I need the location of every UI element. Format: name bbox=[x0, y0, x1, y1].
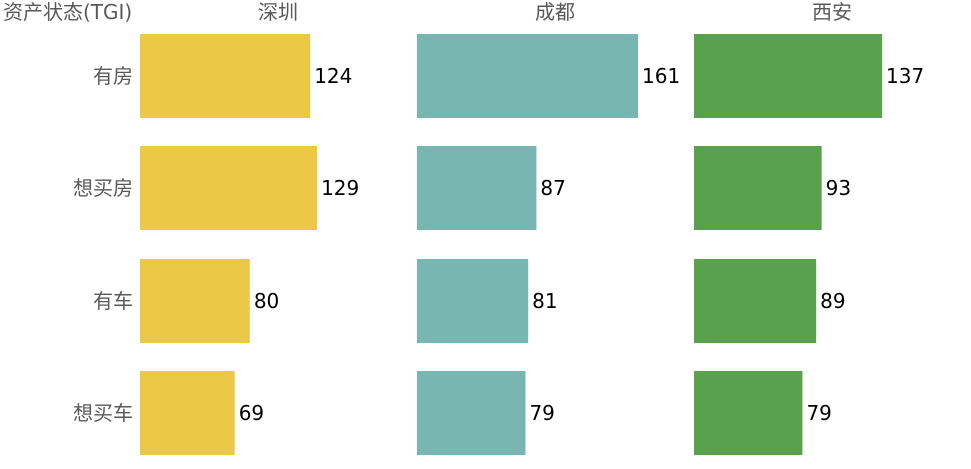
category-label: 想买车 bbox=[73, 401, 133, 425]
category-label: 有房 bbox=[93, 64, 133, 88]
bar bbox=[417, 371, 526, 455]
data-label: 93 bbox=[826, 176, 851, 200]
data-label: 129 bbox=[321, 176, 359, 200]
bar bbox=[140, 371, 235, 455]
category-label: 想买房 bbox=[73, 176, 133, 200]
bar bbox=[694, 259, 817, 343]
data-label: 69 bbox=[239, 401, 264, 425]
bar bbox=[140, 259, 250, 343]
data-label: 79 bbox=[806, 401, 831, 425]
series-header: 深圳 bbox=[258, 0, 298, 24]
data-label: 137 bbox=[886, 64, 924, 88]
bar bbox=[140, 34, 311, 118]
bar bbox=[694, 371, 803, 455]
bar bbox=[417, 259, 529, 343]
series-header: 成都 bbox=[535, 0, 575, 24]
bar bbox=[417, 146, 537, 230]
data-label: 80 bbox=[254, 289, 279, 313]
panel: 深圳 124 129 80 69 bbox=[140, 0, 359, 455]
panel: 成都 161 87 81 79 bbox=[417, 0, 680, 455]
chart-panels: 深圳 124 129 80 69 成都 161 87 81 79 西安 137 93 89 79 bbox=[140, 0, 924, 455]
data-label: 81 bbox=[532, 289, 557, 313]
data-label: 89 bbox=[820, 289, 845, 313]
data-label: 87 bbox=[540, 176, 565, 200]
series-header: 西安 bbox=[812, 0, 852, 24]
bar bbox=[694, 146, 822, 230]
data-label: 161 bbox=[642, 64, 680, 88]
bar bbox=[417, 34, 638, 118]
panel: 西安 137 93 89 79 bbox=[694, 0, 924, 455]
bar bbox=[694, 34, 883, 118]
bar bbox=[140, 146, 318, 230]
data-label: 124 bbox=[314, 64, 352, 88]
category-label: 有车 bbox=[93, 289, 133, 313]
data-label: 79 bbox=[529, 401, 554, 425]
category-axis-title: 资产状态(TGI) bbox=[3, 0, 132, 24]
